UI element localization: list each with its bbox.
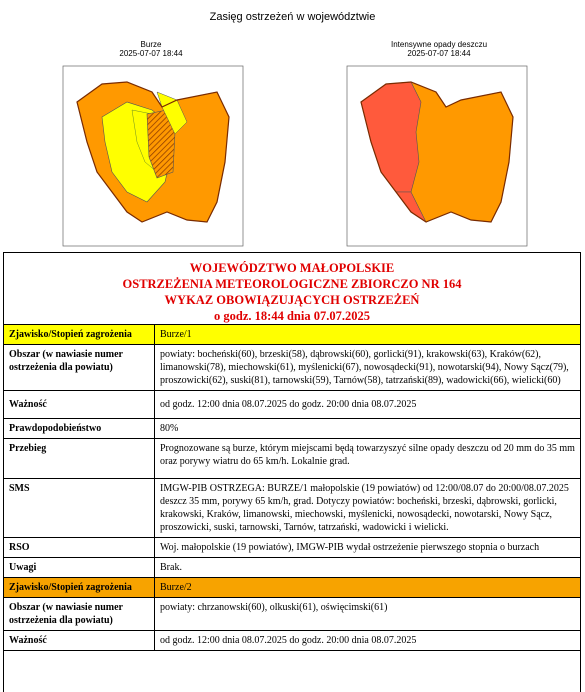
table-row: Zjawisko/Stopień zagrożenia Burze/1 bbox=[4, 324, 580, 345]
table-row: Ważność od godz. 12:00 dnia 08.07.2025 d… bbox=[4, 630, 580, 651]
validity-value: od godz. 12:00 dnia 08.07.2025 do godz. … bbox=[154, 390, 580, 419]
voivodeship-border bbox=[76, 81, 230, 223]
warnings-table: Zjawisko/Stopień zagrożenia Burze/1 Obsz… bbox=[4, 324, 580, 651]
map-burze bbox=[62, 65, 244, 247]
warning-document: WOJEWÓDZTWO MAŁOPOLSKIE OSTRZEŻENIA METE… bbox=[3, 252, 581, 692]
voivodeship-border bbox=[360, 81, 514, 223]
table-row: Ważność od godz. 12:00 dnia 08.07.2025 d… bbox=[4, 390, 580, 419]
map-opady bbox=[346, 65, 528, 247]
course-value: Prognozowane są burze, którym miejscami … bbox=[154, 438, 580, 479]
table-row: SMS IMGW-PIB OSTRZEGA: BURZE/1 małopolsk… bbox=[4, 478, 580, 538]
doc-time: o godz. 18:44 dnia 07.07.2025 bbox=[214, 309, 370, 323]
table-row: Przebieg Prognozowane są burze, którym m… bbox=[4, 438, 580, 479]
map-opady-caption: Intensywne opady deszczu 2025-07-07 18:4… bbox=[364, 40, 514, 58]
probability-value: 80% bbox=[154, 418, 580, 439]
document-header: WOJEWÓDZTWO MAŁOPOLSKIE OSTRZEŻENIA METE… bbox=[4, 253, 580, 324]
area-value: powiaty: bocheński(60), brzeski(58), dąb… bbox=[154, 344, 580, 391]
phenomenon-value-2: Burze/2 bbox=[154, 577, 580, 598]
doc-voivodeship: WOJEWÓDZTWO MAŁOPOLSKIE bbox=[189, 261, 395, 275]
map-opady-timestamp: 2025-07-07 18:44 bbox=[407, 49, 471, 58]
table-row: Prawdopodobieństwo 80% bbox=[4, 418, 580, 439]
table-row: Zjawisko/Stopień zagrożenia Burze/2 bbox=[4, 577, 580, 598]
region-yellow-3 bbox=[156, 91, 188, 135]
validity-value-2: od godz. 12:00 dnia 08.07.2025 do godz. … bbox=[154, 630, 580, 651]
sms-value: IMGW-PIB OSTRZEGA: BURZE/1 małopolskie (… bbox=[154, 478, 580, 538]
table-row: RSO Woj. małopolskie (19 powiatów), IMGW… bbox=[4, 537, 580, 558]
table-row: Obszar (w nawiasie numer ostrzeżenia dla… bbox=[4, 344, 580, 391]
notes-label: Uwagi bbox=[4, 557, 155, 578]
area-value-2: powiaty: chrzanowski(60), olkuski(61), o… bbox=[154, 597, 580, 631]
phenomenon-label-2: Zjawisko/Stopień zagrożenia bbox=[4, 577, 155, 598]
course-label: Przebieg bbox=[4, 438, 155, 479]
sms-label: SMS bbox=[4, 478, 155, 538]
notes-value: Brak. bbox=[154, 557, 580, 578]
doc-title: OSTRZEŻENIA METEOROLOGICZNE ZBIORCZO NR … bbox=[122, 277, 462, 291]
page-title: Zasięg ostrzeżeń w województwie bbox=[209, 11, 376, 23]
rso-label: RSO bbox=[4, 537, 155, 558]
map-opady-title: Intensywne opady deszczu bbox=[390, 40, 488, 49]
rso-value: Woj. małopolskie (19 powiatów), IMGW-PIB… bbox=[154, 537, 580, 558]
phenomenon-value: Burze/1 bbox=[154, 324, 580, 345]
validity-label: Ważność bbox=[4, 390, 155, 419]
map-burze-title: Burze bbox=[140, 40, 162, 49]
doc-subtitle: WYKAZ OBOWIĄZUJĄCYCH OSTRZEŻEŃ bbox=[164, 293, 420, 307]
table-row: Obszar (w nawiasie numer ostrzeżenia dla… bbox=[4, 597, 580, 631]
area-label-2: Obszar (w nawiasie numer ostrzeżenia dla… bbox=[4, 597, 155, 631]
area-label: Obszar (w nawiasie numer ostrzeżenia dla… bbox=[4, 344, 155, 391]
validity-label-2: Ważność bbox=[4, 630, 155, 651]
phenomenon-label: Zjawisko/Stopień zagrożenia bbox=[4, 324, 155, 345]
table-row: Uwagi Brak. bbox=[4, 557, 580, 578]
probability-label: Prawdopodobieństwo bbox=[4, 418, 155, 439]
map-burze-caption: Burze 2025-07-07 18:44 bbox=[76, 40, 226, 58]
map-burze-timestamp: 2025-07-07 18:44 bbox=[119, 49, 183, 58]
